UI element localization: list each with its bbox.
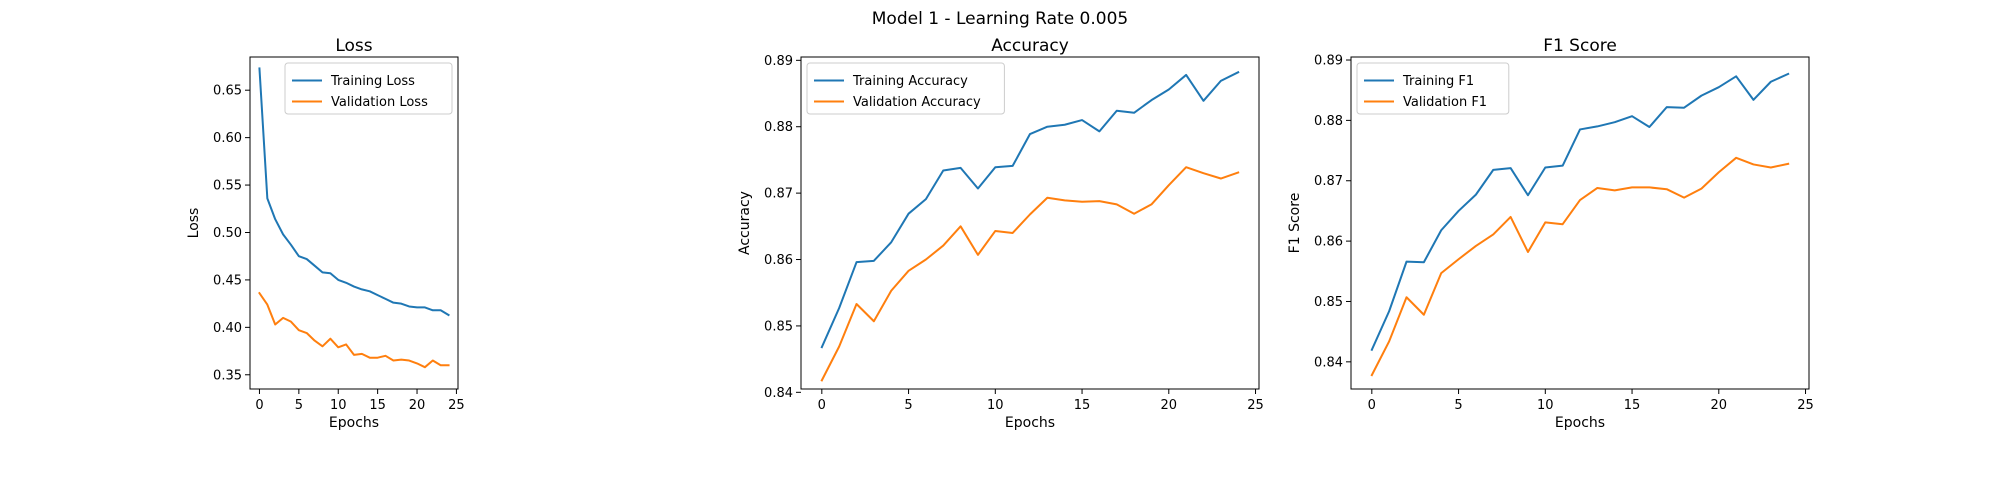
f1-score-x-tick-label: 10 — [1537, 398, 1554, 413]
loss-legend-label-validation-loss: Validation Loss — [331, 95, 428, 110]
loss-y-tick-label: 0.35 — [213, 368, 242, 383]
loss-y-tick-label: 0.40 — [213, 321, 242, 336]
loss-legend-box — [284, 62, 453, 115]
accuracy-x-tick-label: 15 — [1074, 398, 1091, 413]
loss-legend-label-training-loss: Training Loss — [330, 74, 415, 89]
loss-y-axis-label: Loss — [186, 208, 202, 239]
loss-y-tick-label: 0.50 — [213, 226, 242, 241]
f1-score-x-tick-label: 25 — [1797, 398, 1814, 413]
accuracy-y-tick-label: 0.85 — [764, 319, 793, 334]
accuracy-x-tick-label: 5 — [904, 398, 912, 413]
figure-title: Model 1 - Learning Rate 0.005 — [872, 9, 1128, 29]
f1-score-x-tick-label: 0 — [1368, 398, 1376, 413]
loss-y-tick-label: 0.65 — [213, 84, 242, 99]
f1-score-legend: Training F1 Validation F1 — [1356, 62, 1510, 115]
accuracy-x-tick-label: 10 — [987, 398, 1004, 413]
loss-legend: Training Loss Validation Loss — [284, 62, 453, 115]
f1-score-y-tick-label: 0.89 — [1314, 54, 1343, 69]
accuracy-plot-frame — [800, 56, 1260, 390]
accuracy-chart-title: Accuracy — [991, 36, 1069, 56]
f1-score-x-axis-label: Epochs — [1555, 415, 1605, 431]
f1-score-series-training-f1-line — [1370, 72, 1790, 352]
accuracy-y-tick-label: 0.89 — [764, 54, 793, 69]
accuracy-y-tick-label: 0.88 — [764, 120, 793, 135]
accuracy-legend-box — [806, 62, 1005, 115]
loss-x-tick-label: 5 — [295, 398, 303, 413]
loss-series-validation-loss-line — [258, 291, 450, 369]
accuracy-y-tick-label: 0.86 — [764, 253, 793, 268]
f1-score-plot-frame — [1350, 56, 1810, 390]
loss-x-tick-label: 25 — [448, 398, 465, 413]
f1-score-y-tick-label: 0.88 — [1314, 114, 1343, 129]
loss-y-tick-label: 0.60 — [213, 131, 242, 146]
f1-score-x-tick-label: 5 — [1454, 398, 1462, 413]
f1-score-y-tick-label: 0.84 — [1314, 355, 1343, 370]
accuracy-legend-label-validation-accuracy: Validation Accuracy — [853, 95, 981, 110]
loss-x-axis-label: Epochs — [329, 415, 379, 431]
f1-score-chart: 0 5 10 15 20 25 0.84 0.85 0.86 0.87 0.88 0.89 F1 Sco… — [1287, 36, 1814, 431]
accuracy-y-axis-label: Accuracy — [737, 191, 753, 255]
loss-x-tick-label: 0 — [255, 398, 263, 413]
f1-score-y-tick-label: 0.87 — [1314, 174, 1343, 189]
accuracy-series-training-accuracy-line — [820, 70, 1240, 349]
loss-x-tick-label: 10 — [330, 398, 347, 413]
accuracy-legend-label-training-accuracy: Training Accuracy — [852, 74, 968, 89]
loss-chart-title: Loss — [335, 36, 372, 56]
f1-score-x-tick-label: 20 — [1711, 398, 1728, 413]
accuracy-legend: Training Accuracy Validation Accuracy — [806, 62, 1005, 115]
accuracy-x-tick-label: 0 — [818, 398, 826, 413]
accuracy-chart: 0 5 10 15 20 25 0.84 0.85 0.86 0.87 0.88 0.89 Accura… — [737, 36, 1264, 431]
loss-chart: 0 5 10 15 20 25 0.35 0.40 0.45 0.50 0.55 0.60 0.65 Lo… — [186, 36, 465, 431]
f1-score-y-tick-label: 0.85 — [1314, 295, 1343, 310]
loss-y-tick-label: 0.45 — [213, 273, 242, 288]
loss-x-tick-label: 20 — [409, 398, 426, 413]
f1-score-series-validation-f1-line — [1370, 156, 1790, 377]
f1-score-y-axis-label: F1 Score — [1287, 193, 1303, 254]
accuracy-x-tick-label: 20 — [1161, 398, 1178, 413]
loss-y-tick-label: 0.55 — [213, 179, 242, 194]
loss-series-training-loss-line — [258, 67, 450, 317]
accuracy-y-tick-label: 0.87 — [764, 187, 793, 202]
loss-x-tick-label: 15 — [369, 398, 386, 413]
accuracy-x-axis-label: Epochs — [1005, 415, 1055, 431]
f1-score-legend-label-training-f1: Training F1 — [1402, 74, 1474, 89]
loss-plot-frame — [249, 56, 459, 390]
accuracy-y-tick-label: 0.84 — [764, 386, 793, 401]
f1-score-y-tick-label: 0.86 — [1314, 235, 1343, 250]
f1-score-legend-box — [1356, 62, 1510, 115]
f1-score-chart-title: F1 Score — [1543, 36, 1617, 56]
f1-score-x-tick-label: 15 — [1624, 398, 1641, 413]
accuracy-series-validation-accuracy-line — [820, 166, 1240, 382]
f1-score-legend-label-validation-f1: Validation F1 — [1403, 95, 1487, 110]
accuracy-x-tick-label: 25 — [1247, 398, 1264, 413]
